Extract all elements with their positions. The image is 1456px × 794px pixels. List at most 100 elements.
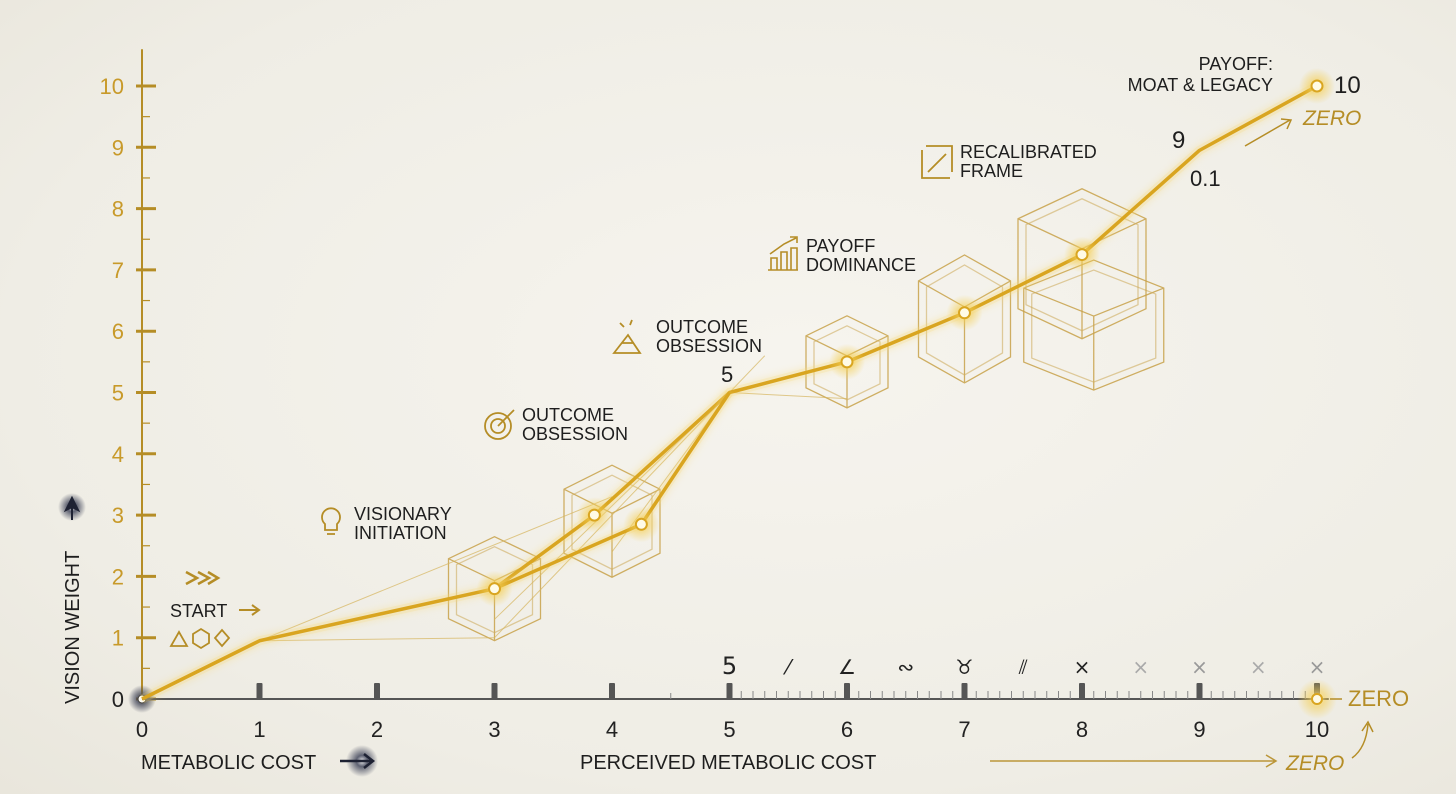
outcome-obsession-label-2: OUTCOME OBSESSION <box>656 317 762 356</box>
y-tick-label: 3 <box>112 503 124 528</box>
y-tick-label: 9 <box>112 135 124 160</box>
cube-inner <box>813 325 881 401</box>
data-point <box>1075 248 1089 262</box>
zero-bottom-label: ZERO <box>1285 752 1344 775</box>
up-arrow-icon <box>63 495 81 520</box>
x-tick-label: 0 <box>136 717 148 742</box>
data-point <box>587 508 601 522</box>
point-one-label: 0.1 <box>1190 166 1221 191</box>
visionary-label: VISIONARY INITIATION <box>354 504 452 543</box>
construction-line <box>729 392 848 400</box>
x-tick-label: 7 <box>958 717 970 742</box>
cube-outline <box>917 254 1012 384</box>
axis-end-point <box>1311 693 1323 705</box>
x-major-tick <box>1079 683 1085 699</box>
x-major-tick <box>1196 683 1203 699</box>
target-icon <box>484 412 512 440</box>
x-major-tick <box>609 683 615 699</box>
x-major-tick <box>961 683 968 699</box>
growth-chart-icon <box>768 236 798 271</box>
zero-axis-label: ZERO <box>1348 686 1409 711</box>
start-label: START <box>170 601 227 621</box>
x-major-tick <box>256 683 263 699</box>
point-five-label: 5 <box>721 362 733 387</box>
axis-glyph: × <box>1191 655 1208 679</box>
x-tick-label: 8 <box>1076 717 1088 742</box>
x-tick-label: 6 <box>841 717 853 742</box>
outcome-obsession-label: OUTCOME OBSESSION <box>522 405 628 444</box>
x-tick-label: 4 <box>606 717 618 742</box>
data-point <box>958 306 971 320</box>
cube-outline <box>1017 188 1147 340</box>
axis-glyph: × <box>1309 655 1326 679</box>
x-tick-label: 3 <box>488 717 500 742</box>
x-axis-secondary-label: PERCEIVED METABOLIC COST <box>580 752 876 774</box>
zero-bottom-arrow-icon <box>990 754 1278 768</box>
frame-icon <box>921 145 953 179</box>
nine-label: 9 <box>1172 127 1185 154</box>
x-tick-label: 10 <box>1305 717 1329 742</box>
zero-top-arrow-icon <box>1244 118 1293 147</box>
lightbulb-icon <box>321 507 341 535</box>
data-point <box>840 355 854 369</box>
data-point <box>1310 79 1324 93</box>
construction-line <box>259 637 495 642</box>
y-tick-label: 7 <box>112 258 124 283</box>
data-point <box>488 582 501 596</box>
ten-label: 10 <box>1334 72 1361 99</box>
recalibrated-frame-label: RECALIBRATED FRAME <box>960 142 1097 181</box>
payoff-moat-label: PAYOFF: MOAT & LEGACY <box>1128 54 1273 95</box>
cube-outline <box>447 535 542 642</box>
fast-forward-icon <box>185 570 221 586</box>
axis-glyph: ∠ <box>838 655 856 679</box>
y-axis-label: VISION WEIGHT <box>62 551 84 704</box>
axis-glyph: × <box>1132 655 1149 679</box>
x-tick-label: 2 <box>371 717 383 742</box>
cube-inner <box>455 545 534 634</box>
axis-glyph: × <box>1250 655 1267 679</box>
x-major-tick <box>374 683 380 699</box>
x-axis-label: METABOLIC COST <box>141 752 316 774</box>
cube-inner <box>925 264 1004 376</box>
cube-8-lower <box>1023 259 1165 391</box>
cube-inner <box>1031 269 1157 383</box>
series-line <box>141 84 1318 701</box>
cube-inner <box>571 474 653 570</box>
cube-top-edge <box>1023 287 1164 317</box>
right-arrow-icon <box>340 753 376 769</box>
x-major-tick <box>844 683 850 699</box>
target-icon-inner <box>490 418 506 434</box>
axes: 0 1 2 3 4 5 6 7 8 9 10 0 1 2 3 4 5 6 7 8 9 10 5 ⁄ ∠ ∾ ♉ ⫽ × × × × × <box>58 49 1329 777</box>
series-layer <box>140 68 1337 719</box>
x-tick-label: 5 <box>723 717 735 742</box>
start-arrow-icon <box>239 604 261 616</box>
axis-glyph: ⁄ <box>783 655 794 679</box>
data-point <box>634 517 648 531</box>
axis-glyph: ∾ <box>897 655 914 679</box>
x-tick-label: 1 <box>253 717 265 742</box>
y-tick-label: 5 <box>112 381 124 406</box>
construction-line <box>259 496 613 642</box>
axis-glyph: ⫽ <box>1018 655 1028 679</box>
y-tick-label: 1 <box>112 626 124 651</box>
y-tick-label: 6 <box>112 319 124 344</box>
axis-glyph: ♉ <box>956 655 974 679</box>
annotations: START VISIONARY INITIATION OUTCOME OBSESSION… <box>169 54 1409 775</box>
zero-top-label: ZERO <box>1302 107 1361 130</box>
y-tick-label: 8 <box>112 197 124 222</box>
y-tick-label: 4 <box>112 442 124 467</box>
x-major-tick <box>726 683 733 699</box>
axis-glyph: × <box>1074 655 1091 679</box>
y-tick-label: 2 <box>112 564 124 589</box>
zero-curve-arrow-icon <box>1351 720 1374 759</box>
cube-outline <box>563 464 661 578</box>
climb-icon <box>612 319 642 354</box>
x-tick-label: 9 <box>1193 717 1205 742</box>
y-tick-label: 10 <box>100 74 124 99</box>
target-icon-dart <box>497 409 515 427</box>
axis-glyph: 5 <box>722 652 737 680</box>
y-tick-label: 0 <box>112 687 124 712</box>
payoff-dominance-label: PAYOFF DOMINANCE <box>806 236 916 275</box>
